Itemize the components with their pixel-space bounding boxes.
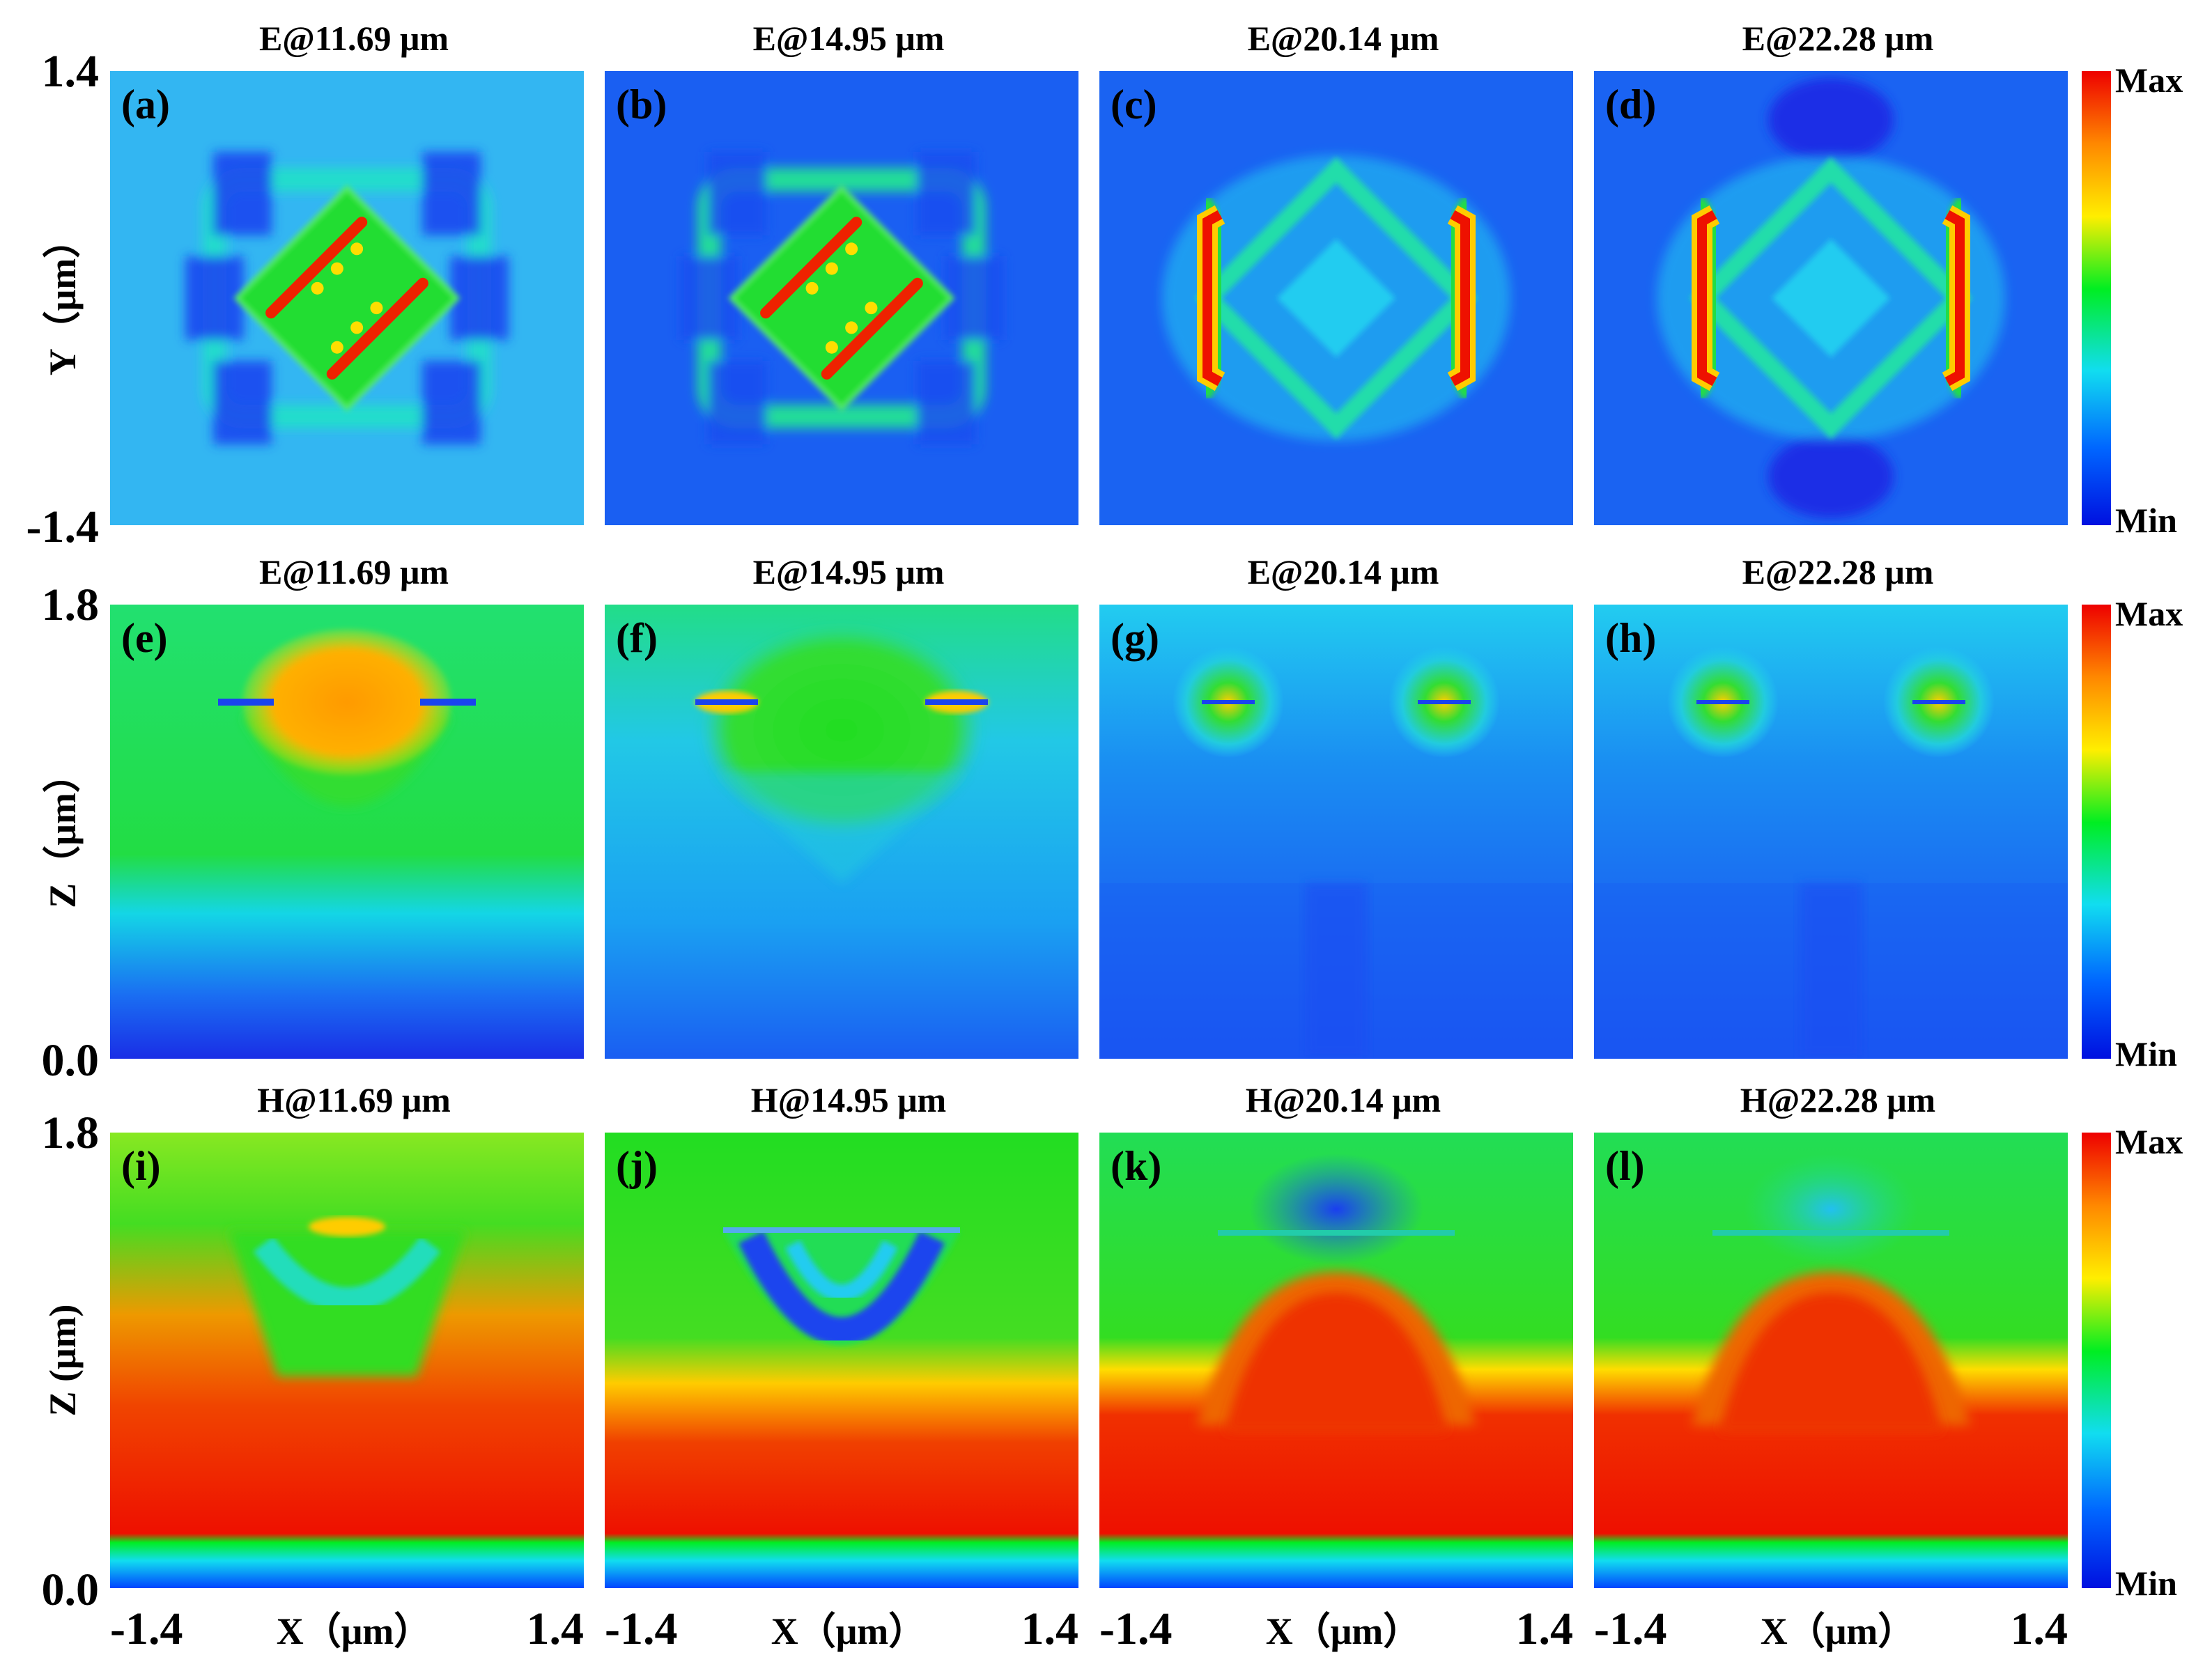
x-axis-label: X（μm） bbox=[1266, 1610, 1421, 1652]
panel-title: E@22.28 μm bbox=[1742, 19, 1934, 58]
panel-title: E@20.14 μm bbox=[1248, 19, 1439, 58]
x-axis-label: X（μm） bbox=[1761, 1610, 1916, 1652]
heatmap-panel-e bbox=[110, 605, 584, 1059]
x-tick-left: -1.4 bbox=[110, 1603, 183, 1654]
heatmap-panel-a bbox=[110, 71, 584, 525]
panel-title: H@14.95 μm bbox=[751, 1080, 946, 1119]
panel-letter: (k) bbox=[1111, 1143, 1161, 1189]
x-tick-right: 1.4 bbox=[2011, 1603, 2068, 1654]
colorbar bbox=[2082, 71, 2111, 525]
x-tick-right: 1.4 bbox=[527, 1603, 585, 1654]
panel-title: E@20.14 μm bbox=[1248, 552, 1439, 591]
panel-letter: (e) bbox=[121, 615, 168, 661]
x-axis-label: X（μm） bbox=[277, 1610, 432, 1652]
colorbar-min-label: Min bbox=[2115, 1564, 2177, 1603]
colorbar-max-label: Max bbox=[2115, 61, 2183, 100]
x-tick-right: 1.4 bbox=[1021, 1603, 1079, 1654]
panel-letter: (i) bbox=[121, 1143, 161, 1189]
colorbar-min-label: Min bbox=[2115, 501, 2177, 540]
x-tick-left: -1.4 bbox=[605, 1603, 677, 1654]
heatmap-panel-g bbox=[1099, 605, 1573, 1059]
panel-letter: (b) bbox=[616, 81, 667, 127]
heatmap-panel-h bbox=[1594, 605, 2068, 1059]
x-tick-right: 1.4 bbox=[1516, 1603, 1574, 1654]
y-tick-top: 1.8 bbox=[42, 1107, 100, 1158]
y-tick-bottom: -1.4 bbox=[26, 502, 99, 552]
colorbar-min-label: Min bbox=[2115, 1034, 2177, 1073]
colorbar-max-label: Max bbox=[2115, 1122, 2183, 1161]
panel-title: H@20.14 μm bbox=[1246, 1080, 1441, 1119]
panel-title: E@14.95 μm bbox=[753, 552, 945, 591]
panel-title: E@14.95 μm bbox=[753, 19, 945, 58]
heatmap-panel-j bbox=[605, 1133, 1078, 1588]
panel-letter: (c) bbox=[1111, 81, 1157, 127]
x-axis-label: X（μm） bbox=[771, 1610, 927, 1652]
panel-title: H@22.28 μm bbox=[1740, 1080, 1935, 1119]
colorbar bbox=[2082, 1133, 2111, 1588]
x-tick-left: -1.4 bbox=[1594, 1603, 1666, 1654]
y-tick-top: 1.8 bbox=[42, 580, 100, 630]
colorbar bbox=[2082, 605, 2111, 1059]
panel-letter: (d) bbox=[1605, 81, 1656, 127]
panel-letter: (g) bbox=[1111, 615, 1159, 661]
heatmap-panel-i bbox=[110, 1133, 584, 1588]
panel-title: H@11.69 μm bbox=[257, 1080, 451, 1119]
panel-letter: (a) bbox=[121, 81, 170, 127]
y-tick-bottom: 0.0 bbox=[42, 1564, 100, 1615]
y-axis-label: Y（μm） bbox=[42, 221, 84, 376]
y-axis-label: Z (μm) bbox=[42, 1304, 84, 1416]
panel-title: E@22.28 μm bbox=[1742, 552, 1934, 591]
heatmap-panel-c bbox=[1099, 71, 1573, 525]
colorbar-max-label: Max bbox=[2115, 594, 2183, 633]
x-tick-left: -1.4 bbox=[1099, 1603, 1172, 1654]
heatmap-panel-k bbox=[1099, 1133, 1573, 1588]
heatmap-panel-l bbox=[1594, 1133, 2068, 1588]
panel-title: E@11.69 μm bbox=[259, 552, 449, 591]
panel-letter: (f) bbox=[616, 615, 658, 661]
heatmap-panel-f bbox=[605, 605, 1078, 1059]
heatmap-panel-b bbox=[605, 71, 1078, 525]
panel-letter: (j) bbox=[616, 1143, 658, 1189]
panel-background bbox=[605, 1133, 1078, 1588]
panel-letter: (l) bbox=[1605, 1143, 1645, 1189]
y-tick-top: 1.4 bbox=[42, 46, 100, 97]
y-tick-bottom: 0.0 bbox=[42, 1035, 100, 1086]
panel-title: E@11.69 μm bbox=[259, 19, 449, 58]
panel-letter: (h) bbox=[1605, 615, 1656, 661]
heatmap-panel-d bbox=[1594, 71, 2068, 525]
y-axis-label: Z（μm） bbox=[42, 755, 84, 908]
